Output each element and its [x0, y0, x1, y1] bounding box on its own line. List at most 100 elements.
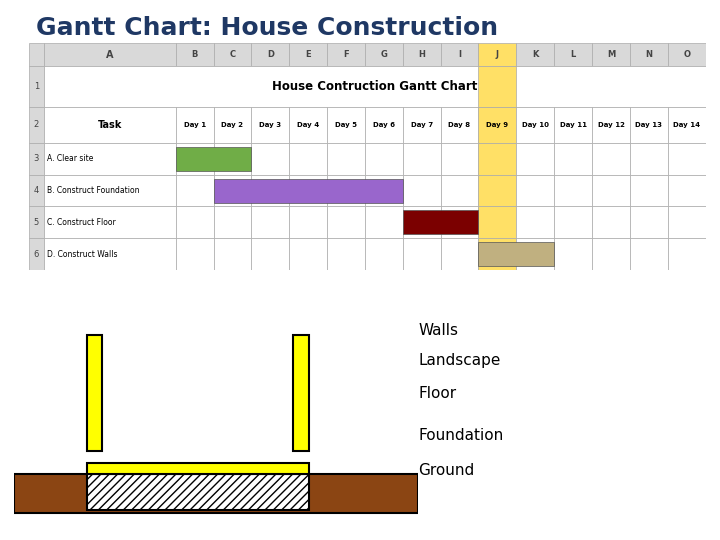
Text: D. Construct Walls: D. Construct Walls — [47, 249, 117, 259]
Text: Day 14: Day 14 — [673, 122, 701, 128]
Bar — [479, 143, 516, 175]
Bar — [630, 206, 667, 238]
Bar — [516, 238, 554, 270]
Text: B: B — [192, 50, 198, 59]
Bar — [251, 143, 289, 175]
Text: 6: 6 — [34, 249, 39, 259]
Bar — [667, 175, 706, 206]
Bar — [402, 175, 441, 206]
Bar — [29, 43, 44, 66]
Bar — [176, 147, 251, 171]
Bar — [176, 107, 214, 143]
Text: Floor: Floor — [418, 386, 456, 401]
Text: G: G — [380, 50, 387, 59]
Bar — [289, 238, 327, 270]
Text: C: C — [230, 50, 235, 59]
Bar — [214, 179, 402, 202]
Bar — [479, 206, 516, 238]
Bar — [441, 238, 479, 270]
Bar — [327, 143, 365, 175]
Bar — [251, 107, 289, 143]
Text: F: F — [343, 50, 348, 59]
Bar — [87, 463, 309, 474]
Bar — [630, 143, 667, 175]
Bar — [592, 107, 630, 143]
Text: I: I — [458, 50, 461, 59]
Bar — [630, 43, 667, 66]
Bar — [176, 143, 214, 175]
Bar — [176, 206, 214, 238]
Bar — [667, 143, 706, 175]
Text: Day 7: Day 7 — [410, 122, 433, 128]
Bar — [44, 43, 176, 66]
Bar — [44, 143, 176, 175]
Bar — [516, 206, 554, 238]
Bar — [214, 143, 251, 175]
Bar — [592, 175, 630, 206]
Bar — [667, 107, 706, 143]
Bar — [667, 238, 706, 270]
Bar — [667, 206, 706, 238]
Text: Foundation: Foundation — [418, 428, 503, 443]
Bar — [289, 143, 327, 175]
Bar — [479, 242, 554, 266]
Bar — [87, 474, 309, 510]
Bar — [365, 43, 402, 66]
Bar — [365, 238, 402, 270]
Bar — [554, 107, 592, 143]
Bar — [554, 43, 592, 66]
Text: L: L — [570, 50, 576, 59]
Bar — [289, 107, 327, 143]
Bar — [516, 143, 554, 175]
Bar — [441, 206, 479, 238]
Text: 2: 2 — [34, 120, 39, 130]
Bar — [327, 238, 365, 270]
Bar — [365, 143, 402, 175]
Bar — [402, 206, 441, 238]
Text: Ground: Ground — [418, 463, 474, 477]
Bar — [29, 107, 44, 143]
Bar — [289, 43, 327, 66]
Bar — [44, 175, 176, 206]
Bar — [327, 107, 365, 143]
Bar — [29, 66, 44, 107]
Bar — [214, 107, 251, 143]
Text: Day 4: Day 4 — [297, 122, 319, 128]
Text: D: D — [267, 50, 274, 59]
Bar — [479, 175, 516, 206]
Bar — [327, 175, 365, 206]
Bar — [176, 175, 214, 206]
Bar — [592, 43, 630, 66]
Bar — [251, 43, 289, 66]
Bar — [289, 175, 327, 206]
Bar — [14, 474, 418, 512]
Text: C. Construct Floor: C. Construct Floor — [47, 218, 116, 227]
Bar — [554, 206, 592, 238]
Bar — [29, 238, 44, 270]
Bar — [365, 175, 402, 206]
Bar — [44, 206, 176, 238]
Text: Day 2: Day 2 — [222, 122, 243, 128]
Text: 5: 5 — [34, 218, 39, 227]
Bar — [176, 238, 214, 270]
Bar — [516, 175, 554, 206]
Bar — [87, 335, 102, 451]
Bar — [365, 107, 402, 143]
Bar — [554, 175, 592, 206]
Bar — [630, 107, 667, 143]
Bar — [479, 43, 516, 66]
Bar — [251, 238, 289, 270]
Bar — [402, 238, 441, 270]
Bar — [554, 238, 592, 270]
Text: Walls: Walls — [418, 323, 459, 339]
Bar — [516, 43, 554, 66]
Text: Day 3: Day 3 — [259, 122, 282, 128]
Text: Task: Task — [97, 120, 122, 130]
Bar — [402, 107, 441, 143]
Text: B. Construct Foundation: B. Construct Foundation — [47, 186, 140, 195]
Bar — [402, 43, 441, 66]
Bar — [441, 43, 479, 66]
Bar — [251, 175, 289, 206]
Bar — [630, 175, 667, 206]
Bar — [29, 143, 44, 175]
